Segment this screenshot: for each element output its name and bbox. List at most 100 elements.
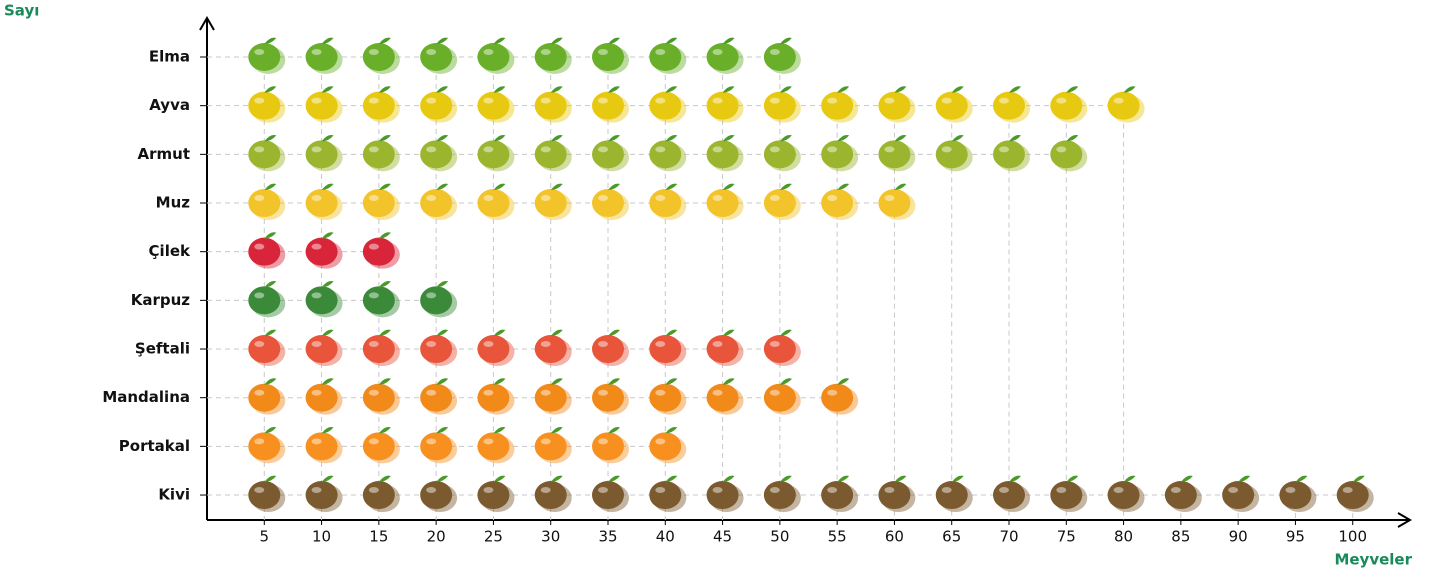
icon-leaf — [378, 426, 391, 434]
icon-body — [362, 383, 395, 412]
x-tick-label: 90 — [1229, 528, 1248, 546]
icon-leaf — [779, 378, 792, 385]
category-label: Çilek — [149, 242, 191, 260]
icon-shine — [540, 97, 551, 104]
icon-leaf — [665, 183, 678, 191]
icon-shine — [1113, 487, 1124, 494]
icon-shine — [655, 341, 666, 348]
icon-shine — [655, 49, 666, 55]
icon-leaf — [665, 37, 678, 44]
icon-body — [993, 481, 1025, 510]
icon-body — [420, 432, 453, 461]
icon-body — [1050, 140, 1083, 169]
icon-shine — [999, 146, 1009, 153]
icon-body — [248, 140, 281, 169]
icon-leaf — [378, 37, 391, 44]
icon-shine — [1056, 97, 1067, 104]
icon-body — [420, 140, 453, 169]
icon-leaf — [493, 86, 506, 93]
icon-shine — [426, 195, 437, 202]
icon-body — [305, 91, 338, 120]
icon-shine — [598, 195, 608, 202]
icon-shine — [426, 146, 437, 153]
icon-body — [878, 481, 911, 510]
icon-shine — [655, 487, 666, 494]
icon-shine — [254, 146, 265, 153]
icon-body — [248, 91, 281, 120]
x-tick-label: 100 — [1338, 528, 1367, 546]
x-tick-label: 10 — [312, 528, 331, 546]
icon-body — [592, 481, 624, 510]
icon-shine — [368, 292, 379, 299]
icon-leaf — [264, 134, 277, 142]
icon-leaf — [779, 475, 792, 483]
icon-body — [305, 432, 338, 461]
icon-leaf — [550, 134, 563, 142]
icon-leaf — [1180, 475, 1193, 483]
icon-shine — [368, 341, 379, 348]
icon-leaf — [837, 134, 850, 142]
icon-leaf — [894, 183, 907, 191]
icon-shine — [540, 389, 551, 396]
icon-leaf — [665, 134, 678, 142]
icon-body — [477, 140, 510, 169]
icon-leaf — [837, 86, 850, 93]
icon-body — [821, 91, 854, 120]
icon-leaf — [321, 86, 334, 93]
icon-shine — [368, 49, 379, 55]
icon-shine — [540, 341, 551, 348]
icon-body — [362, 286, 395, 315]
icon-body — [534, 189, 567, 218]
icon-leaf — [608, 426, 620, 434]
category-label: Mandalina — [102, 388, 190, 406]
icon-body — [305, 335, 338, 364]
icon-leaf — [378, 329, 391, 337]
icon-body — [821, 140, 854, 169]
icon-shine — [941, 487, 952, 494]
icon-shine — [483, 195, 494, 202]
icon-shine — [311, 49, 322, 55]
icon-leaf — [550, 475, 563, 483]
icon-body — [649, 383, 682, 412]
icon-body — [821, 189, 854, 218]
icon-body — [420, 91, 453, 120]
x-tick-label: 25 — [484, 528, 503, 546]
icon-body — [763, 383, 796, 412]
icon-leaf — [608, 134, 620, 142]
icon-shine — [712, 389, 723, 396]
icon-shine — [254, 195, 265, 202]
pictograph-row — [248, 232, 400, 269]
icon-body — [362, 432, 395, 461]
icon-shine — [311, 341, 322, 348]
icon-leaf — [951, 475, 964, 483]
icon-body — [878, 140, 911, 169]
icon-leaf — [894, 86, 907, 93]
axes — [199, 16, 1412, 528]
icon-leaf — [779, 183, 792, 191]
icon-body — [248, 432, 281, 461]
icon-leaf — [321, 280, 334, 288]
icon-leaf — [378, 475, 391, 483]
icon-leaf — [722, 183, 735, 191]
icon-leaf — [608, 378, 620, 385]
icon-body — [248, 383, 281, 412]
icon-body — [821, 383, 854, 412]
icon-shine — [483, 389, 494, 396]
icon-leaf — [436, 86, 449, 93]
icon-shine — [769, 195, 780, 202]
pictograph-row — [248, 37, 801, 74]
x-tick-label: 50 — [770, 528, 789, 546]
icon-body — [248, 189, 281, 218]
icon-body — [763, 91, 796, 120]
icon-leaf — [493, 426, 506, 434]
icon-shine — [1113, 97, 1124, 104]
icon-shine — [1228, 487, 1239, 494]
icon-shine — [827, 487, 838, 494]
icon-shine — [884, 195, 895, 202]
icon-leaf — [550, 329, 563, 337]
icon-leaf — [722, 37, 735, 44]
icon-shine — [1056, 487, 1067, 494]
icon-shine — [655, 195, 666, 202]
icon-shine — [426, 292, 437, 299]
icon-shine — [598, 146, 608, 153]
